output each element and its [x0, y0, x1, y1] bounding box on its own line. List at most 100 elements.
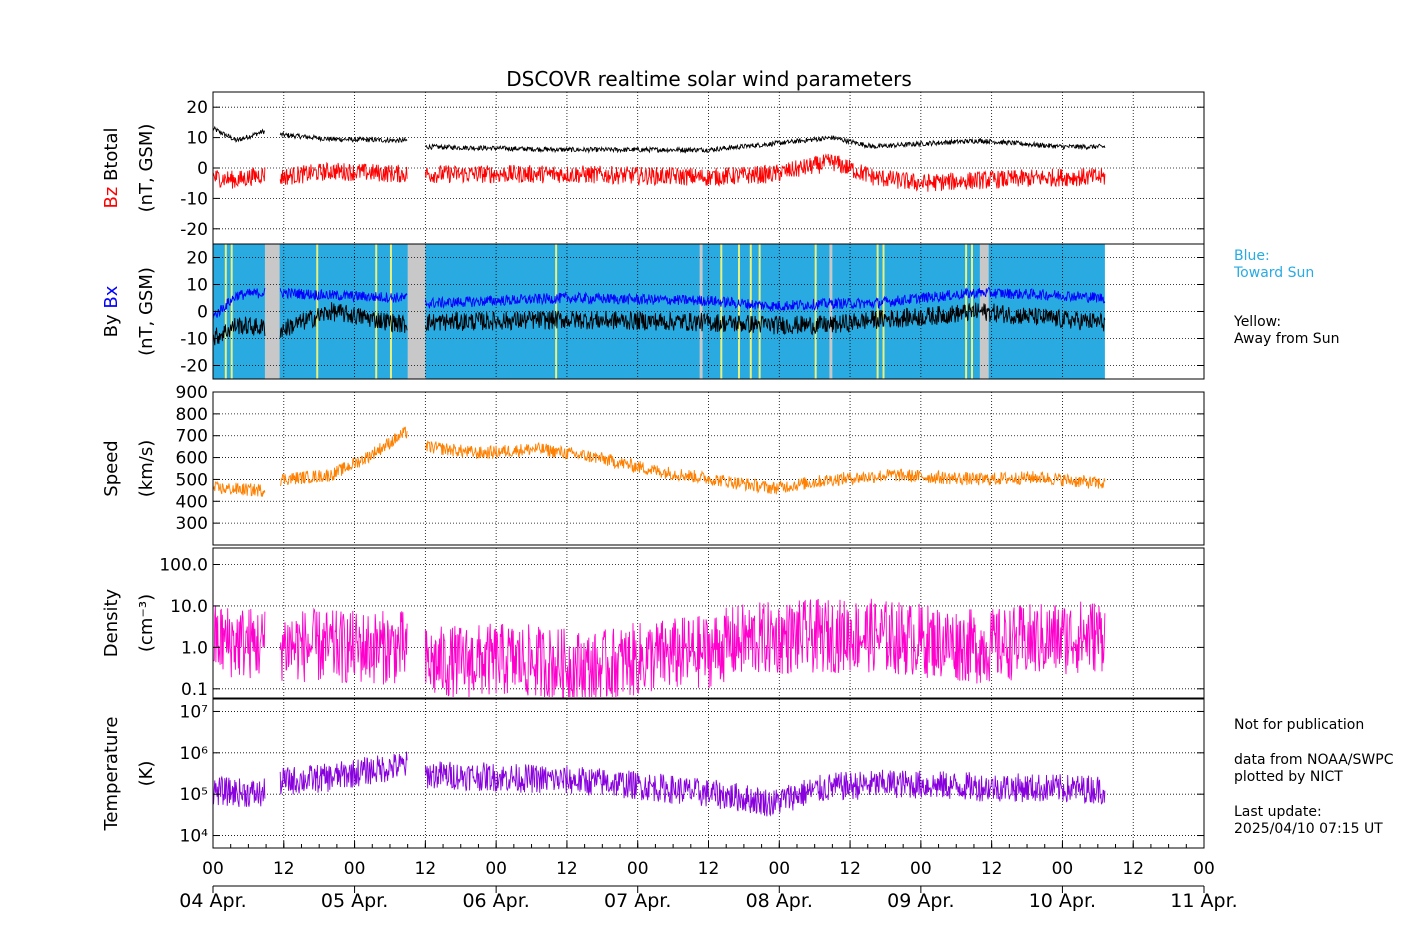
legend-yellow-label: Yellow:	[1234, 314, 1282, 330]
data-gap-band	[829, 244, 833, 379]
last-update-value: 2025/04/10 07:15 UT	[1234, 821, 1383, 837]
x-tick-label: 00	[627, 859, 649, 879]
series-line-bx	[212, 286, 1106, 321]
y-tick-label: 10⁶	[180, 744, 209, 764]
date-label: 06 Apr.	[462, 890, 529, 912]
y-axis-label-part: Bz	[101, 187, 122, 209]
y-axis-unit: (cm⁻³)	[136, 594, 157, 652]
y-tick-label: 10	[186, 129, 208, 149]
date-label: 09 Apr.	[887, 890, 954, 912]
data-gap-band	[264, 244, 280, 379]
series-line-bz	[212, 153, 1106, 192]
x-tick-label: 12	[698, 859, 720, 879]
legend-yellow-text: Away from Sun	[1234, 331, 1340, 347]
away-sun-band	[555, 244, 558, 379]
x-tick-label: 12	[273, 859, 295, 879]
y-tick-label: 100.0	[159, 555, 208, 575]
x-tick-label: 00	[344, 859, 366, 879]
away-sun-band	[882, 244, 885, 379]
date-label: 08 Apr.	[746, 890, 813, 912]
y-tick-label: 0	[197, 303, 208, 323]
y-tick-label: 0	[197, 159, 208, 179]
date-label: 07 Apr.	[604, 890, 671, 912]
y-axis-label: Density	[101, 588, 122, 657]
y-tick-label: 700	[176, 427, 208, 447]
y-tick-label: -10	[180, 189, 208, 209]
y-tick-label: 10.0	[170, 597, 208, 617]
legend-blue-text: Toward Sun	[1234, 265, 1315, 281]
y-tick-label: 500	[176, 470, 208, 490]
plotted-by-note: plotted by NICT	[1234, 769, 1343, 785]
y-tick-label: 1.0	[181, 638, 208, 658]
date-label: 10 Apr.	[1029, 890, 1096, 912]
x-tick-label: 00	[202, 859, 224, 879]
x-tick-label: 00	[768, 859, 790, 879]
not-for-publication-note: Not for publication	[1234, 717, 1365, 733]
x-tick-label: 00	[910, 859, 932, 879]
y-tick-label: 400	[176, 492, 208, 512]
y-axis-unit: (K)	[136, 761, 157, 787]
y-axis-unit: (km/s)	[136, 440, 157, 497]
x-tick-label: 00	[1052, 859, 1074, 879]
x-tick-label: 12	[839, 859, 861, 879]
y-axis-label-part: Temperature	[101, 716, 122, 831]
y-tick-label: 10⁴	[180, 827, 209, 847]
series-line-by	[212, 302, 1106, 346]
y-tick-label: 20	[186, 98, 208, 118]
y-axis-label-part: By	[101, 314, 122, 337]
y-axis-label: Bz Btotal	[101, 127, 122, 208]
date-label: 11 Apr.	[1170, 890, 1237, 912]
y-axis-unit: (nT, GSM)	[136, 124, 157, 213]
y-axis-label: Speed	[101, 440, 122, 496]
y-tick-label: 20	[186, 249, 208, 269]
y-tick-label: -10	[180, 330, 208, 350]
panel-temperature: 10⁴ 10⁵ 10⁶ 10⁷ Temperature (K)	[101, 698, 1205, 849]
y-axis-label: By Bx	[101, 285, 122, 337]
date-label: 05 Apr.	[321, 890, 388, 912]
y-axis-unit: (nT, GSM)	[136, 267, 157, 356]
y-axis-label-part: Speed	[101, 440, 122, 496]
x-tick-label: 12	[1122, 859, 1144, 879]
panel-frame	[212, 391, 1205, 546]
chart-title: DSCOVR realtime solar wind parameters	[506, 67, 912, 91]
away-sun-band	[720, 244, 723, 379]
y-tick-label: 300	[176, 514, 208, 534]
series-line-temperature	[212, 751, 1106, 817]
x-tick-label: 12	[981, 859, 1003, 879]
y-tick-label: -20	[180, 357, 208, 377]
x-tick-label: 12	[415, 859, 437, 879]
y-axis-label-part: Bx	[101, 285, 122, 314]
y-tick-label: 800	[176, 405, 208, 425]
y-tick-label: 10⁷	[180, 702, 209, 722]
y-axis-label: Temperature	[101, 716, 122, 831]
x-tick-label: 00	[1193, 859, 1215, 879]
date-label: 04 Apr.	[179, 890, 246, 912]
data-gap-band	[699, 244, 703, 379]
y-tick-label: 900	[176, 383, 208, 403]
panel-frame	[212, 547, 1205, 699]
y-tick-label: -20	[180, 220, 208, 240]
away-sun-band	[876, 244, 879, 379]
series-line-speed	[212, 426, 1106, 497]
data-source-note: data from NOAA/SWPC	[1234, 752, 1394, 768]
x-tick-label: 12	[556, 859, 578, 879]
series-line-density	[212, 598, 1106, 698]
y-axis-label-part: Btotal	[101, 127, 122, 186]
data-gap-band	[407, 244, 426, 379]
y-tick-label: 10⁵	[180, 785, 208, 805]
last-update-label: Last update:	[1234, 804, 1322, 820]
y-tick-label: 0.1	[181, 680, 208, 700]
panel-density: 0.1 1.0 10.0 100.0 Density (cm⁻³)	[101, 547, 1205, 700]
panel-mag: -20 -10 0 10 20 Bz Btotal (nT, GSM)	[101, 91, 1205, 245]
panel-imf: -20 -10 0 10 20 By Bx (nT, GSM)	[101, 243, 1205, 380]
y-tick-label: 10	[186, 276, 208, 296]
away-sun-band	[375, 244, 378, 379]
y-axis-label-part: Density	[101, 588, 122, 657]
x-tick-label: 00	[485, 859, 507, 879]
away-sun-band	[814, 244, 817, 379]
series-line-btotal	[212, 125, 1106, 154]
y-tick-label: 600	[176, 449, 208, 469]
legend-blue-label: Blue:	[1234, 248, 1270, 264]
